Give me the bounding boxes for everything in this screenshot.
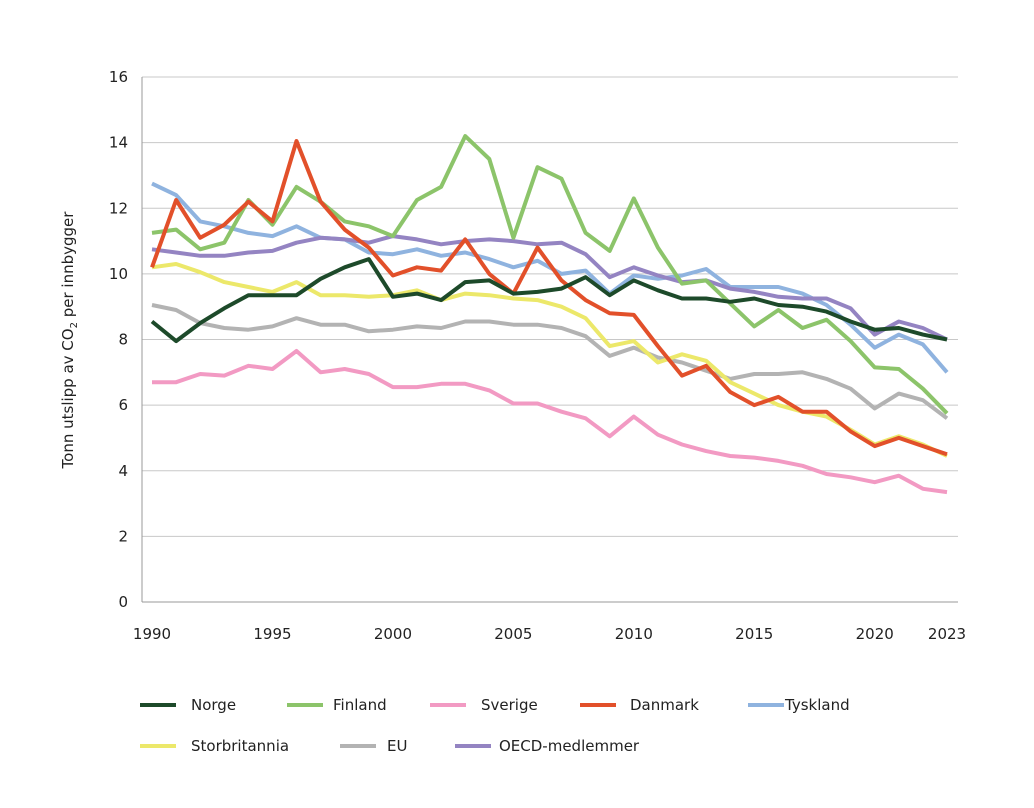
legend-item-storbritannia: Storbritannia bbox=[140, 737, 289, 755]
y-axis-ticks: 0 2 4 6 8 10 12 14 16 bbox=[109, 68, 128, 611]
legend-label: Finland bbox=[333, 696, 387, 714]
series-line-eu bbox=[151, 303, 949, 420]
y-tick-label: 2 bbox=[118, 527, 128, 545]
series-line-storbritannia bbox=[151, 262, 948, 458]
series-line-norge bbox=[150, 257, 948, 344]
x-tick-label: 1995 bbox=[253, 625, 291, 643]
y-tick-label: 6 bbox=[118, 396, 128, 414]
series-line-tyskland bbox=[151, 181, 949, 374]
legend-label: EU bbox=[387, 737, 407, 755]
y-tick-label: 14 bbox=[109, 134, 128, 152]
legend-label: Sverige bbox=[481, 696, 538, 714]
legend-item-oecd-medlemmer: OECD-medlemmer bbox=[455, 737, 640, 755]
legend-label: OECD-medlemmer bbox=[499, 737, 640, 755]
legend-item-danmark: Danmark bbox=[580, 696, 699, 714]
legend: Norge Finland Sverige Danmark Tyskland Storbr… bbox=[140, 696, 850, 755]
series-line-finland bbox=[151, 134, 949, 415]
series-line-sverige bbox=[152, 349, 948, 495]
legend-item-tyskland: Tyskland bbox=[748, 696, 850, 714]
legend-item-sverige: Sverige bbox=[430, 696, 538, 714]
x-tick-label: 2023 bbox=[928, 625, 966, 643]
legend-label: Storbritannia bbox=[191, 737, 289, 755]
legend-label: Norge bbox=[191, 696, 236, 714]
y-tick-label: 4 bbox=[118, 462, 128, 480]
gridlines bbox=[141, 76, 958, 603]
x-tick-label: 2020 bbox=[856, 625, 894, 643]
x-tick-label: 2000 bbox=[374, 625, 412, 643]
y-tick-label: 12 bbox=[109, 199, 128, 217]
legend-label: Tyskland bbox=[784, 696, 850, 714]
y-tick-label: 0 bbox=[118, 593, 128, 611]
series-lines bbox=[150, 134, 949, 495]
series-line-oecd-medlemmer bbox=[151, 234, 948, 342]
x-tick-label: 1990 bbox=[133, 625, 171, 643]
y-tick-label: 16 bbox=[109, 68, 128, 86]
y-axis-label: Tonn utslipp av CO2 per innbygger bbox=[59, 211, 80, 470]
legend-item-eu: EU bbox=[340, 737, 407, 755]
series-line-danmark bbox=[150, 139, 948, 457]
x-axis-ticks: 1990 1995 2000 2005 2010 2015 2020 2023 bbox=[133, 625, 966, 643]
x-tick-label: 2010 bbox=[615, 625, 653, 643]
x-tick-label: 2005 bbox=[494, 625, 532, 643]
legend-label: Danmark bbox=[630, 696, 699, 714]
legend-item-norge: Norge bbox=[140, 696, 236, 714]
y-tick-label: 8 bbox=[118, 331, 128, 349]
x-tick-label: 2015 bbox=[735, 625, 773, 643]
y-tick-label: 10 bbox=[109, 265, 128, 283]
legend-item-finland: Finland bbox=[287, 696, 387, 714]
